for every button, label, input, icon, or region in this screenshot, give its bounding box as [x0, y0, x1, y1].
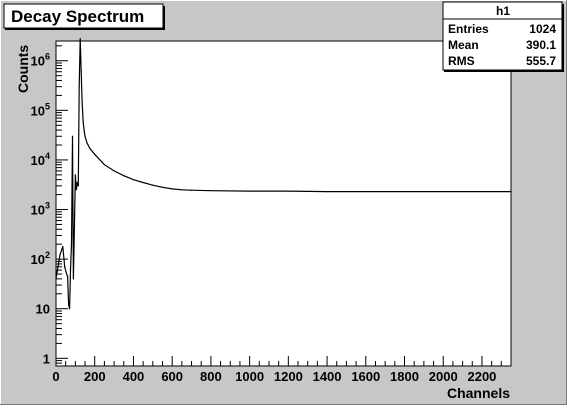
x-tick-label: 400	[123, 369, 145, 384]
data-point	[70, 243, 73, 245]
data-point	[510, 190, 512, 193]
data-point	[74, 174, 76, 176]
data-point	[83, 129, 85, 131]
stats-box: h1 Entries 1024 Mean 390.1 RMS 555.7	[442, 1, 564, 72]
data-point	[80, 71, 82, 73]
data-point	[481, 190, 483, 193]
x-tick-label: 800	[200, 369, 222, 384]
data-point	[77, 185, 79, 187]
data-point	[75, 189, 77, 191]
x-tick-label: 1200	[274, 369, 303, 384]
data-point	[76, 181, 78, 184]
x-tick-label: 2200	[467, 369, 496, 384]
data-point	[442, 190, 444, 193]
x-tick-label: 1600	[351, 369, 380, 384]
data-point	[326, 190, 328, 193]
x-tick-label: 600	[161, 369, 183, 384]
y-tick-label: 102	[31, 250, 50, 267]
data-point	[113, 170, 115, 172]
x-tick-label: 1000	[235, 369, 264, 384]
stats-entries-label: Entries	[448, 22, 489, 36]
data-point	[86, 142, 88, 144]
stats-rms-label: RMS	[448, 54, 475, 68]
stats-box-frame	[442, 1, 563, 71]
data-point	[181, 189, 183, 191]
x-tick-label: 1800	[390, 369, 419, 384]
y-axis: 1 10 102 103 104 105 106	[31, 45, 68, 367]
stats-rms-value: 555.7	[526, 54, 556, 68]
stats-mean-label: Mean	[448, 38, 479, 52]
y-tick-label: 106	[31, 52, 50, 69]
data-point	[62, 245, 64, 248]
stats-mean-value: 390.1	[526, 38, 556, 52]
y-tick-label: 104	[31, 151, 50, 168]
data-point	[190, 189, 193, 191]
data-point	[210, 190, 212, 192]
x-axis: 0 200 400 600 800 1000 1200 1400 1600 1800 2000 220…	[52, 356, 502, 384]
y-tick-label: 1	[43, 351, 50, 366]
chart-title: Decay Spectrum	[11, 7, 144, 26]
y-tick-label: 105	[31, 101, 50, 118]
stats-entries-value: 1024	[529, 22, 556, 36]
data-point	[78, 86, 80, 88]
series-h1-points	[55, 37, 512, 310]
data-point	[171, 188, 173, 190]
x-tick-label: 1400	[313, 369, 342, 384]
data-point	[67, 304, 70, 306]
data-point	[66, 273, 68, 275]
data-point	[64, 266, 66, 268]
x-axis-label: Channels	[447, 385, 510, 401]
x-tick-label: 200	[84, 369, 106, 384]
y-tick-label: 103	[31, 201, 50, 218]
data-point	[89, 147, 91, 150]
y-axis-label: Counts	[15, 45, 31, 93]
plot-frame	[55, 40, 512, 367]
data-point	[84, 135, 86, 137]
data-point	[67, 275, 69, 277]
data-point	[55, 278, 57, 280]
data-point	[132, 179, 135, 181]
x-tick-label: 0	[52, 369, 59, 384]
data-point	[79, 37, 81, 40]
data-point	[69, 269, 72, 271]
data-point	[403, 190, 406, 193]
data-point	[287, 190, 289, 192]
data-point	[68, 308, 71, 310]
data-point	[249, 190, 251, 192]
x-tick-label: 2000	[429, 369, 458, 384]
data-point	[72, 278, 75, 280]
stats-box-name: h1	[496, 4, 510, 18]
data-point	[142, 181, 144, 184]
data-point	[152, 184, 154, 186]
y-tick-label: 10	[36, 302, 50, 317]
title-box	[3, 3, 164, 29]
data-point	[94, 153, 96, 155]
data-point	[123, 175, 125, 177]
data-point	[161, 186, 164, 188]
data-point	[81, 100, 83, 103]
data-point	[59, 254, 61, 256]
data-point	[103, 164, 106, 166]
data-point	[71, 135, 74, 137]
data-point	[82, 120, 84, 122]
data-point	[365, 190, 367, 193]
